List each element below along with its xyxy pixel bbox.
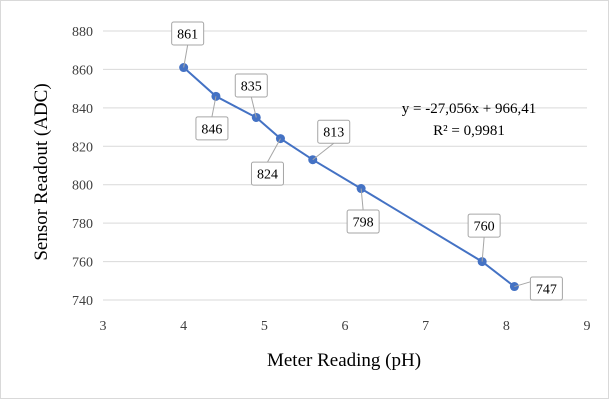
callout-box bbox=[346, 209, 380, 234]
data-point bbox=[251, 112, 261, 122]
callout-leader bbox=[312, 142, 335, 161]
gridlines bbox=[103, 30, 587, 301]
x-tick-label: 9 bbox=[584, 319, 591, 334]
x-axis-title: Meter Reading (pH) bbox=[267, 350, 421, 371]
data-label: 760 bbox=[474, 220, 495, 235]
trendline-r-squared: R² = 0,9981 bbox=[433, 123, 505, 139]
y-axis-ticks: 740 760 780 800 820 840 860 880 bbox=[72, 25, 93, 309]
callout-box bbox=[195, 116, 229, 141]
y-axis-title: Sensor Readout (ADC) bbox=[31, 83, 52, 260]
callout-box bbox=[250, 161, 284, 186]
callout-leader bbox=[360, 188, 364, 211]
x-tick-label: 5 bbox=[261, 319, 268, 334]
callout-box bbox=[317, 119, 351, 144]
y-tick-label: 880 bbox=[72, 25, 93, 40]
callout-box bbox=[171, 21, 205, 46]
callout-leader bbox=[481, 237, 485, 262]
x-tick-label: 7 bbox=[422, 319, 429, 334]
y-tick-label: 740 bbox=[72, 294, 93, 309]
x-tick-label: 6 bbox=[342, 319, 349, 334]
callout-leader bbox=[211, 96, 217, 117]
data-label: 747 bbox=[536, 283, 557, 298]
data-label: 813 bbox=[323, 126, 344, 141]
x-tick-label: 4 bbox=[180, 319, 187, 334]
y-tick-label: 800 bbox=[72, 179, 93, 194]
trendline-equation: y = -27,056x + 966,41 bbox=[402, 101, 536, 117]
data-labels: 861 846 835 824 813 798 760 747 bbox=[171, 21, 563, 301]
x-tick-label: 8 bbox=[503, 319, 510, 334]
callout-leader bbox=[267, 138, 281, 163]
y-tick-label: 760 bbox=[72, 256, 93, 271]
series-line bbox=[183, 66, 516, 288]
y-tick-label: 780 bbox=[72, 217, 93, 232]
x-tick-label: 3 bbox=[100, 319, 107, 334]
y-tick-label: 820 bbox=[72, 140, 93, 155]
data-label: 846 bbox=[201, 122, 222, 137]
y-tick-label: 840 bbox=[72, 102, 93, 117]
y-tick-label: 860 bbox=[72, 63, 93, 78]
data-label: 861 bbox=[177, 28, 198, 43]
data-label: 835 bbox=[241, 79, 262, 94]
x-axis-ticks: 3 4 5 6 7 8 9 bbox=[100, 319, 591, 334]
callout-box bbox=[467, 213, 501, 238]
callout-box bbox=[529, 276, 563, 301]
data-series bbox=[179, 63, 519, 292]
callout-leader bbox=[250, 96, 257, 118]
data-label: 798 bbox=[353, 216, 374, 231]
callout-box bbox=[234, 73, 268, 98]
callout-leader bbox=[183, 44, 189, 68]
data-label: 824 bbox=[257, 168, 278, 183]
